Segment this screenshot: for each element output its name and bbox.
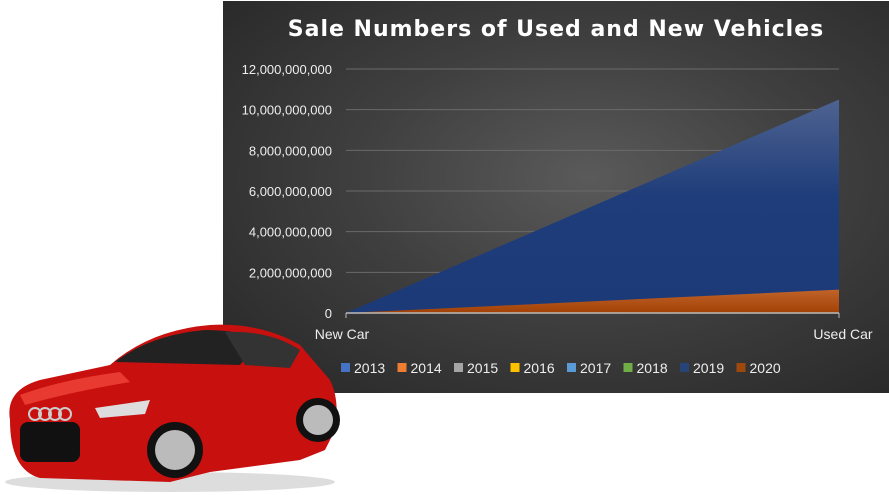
chart-container: Sale Numbers of Used and New Vehicles 0 2… xyxy=(223,1,889,393)
legend-label-2016: 2016 xyxy=(524,360,555,376)
legend-swatch-2014 xyxy=(397,363,407,372)
legend-label-2018: 2018 xyxy=(637,360,668,376)
legend-swatch-2020 xyxy=(736,363,746,372)
legend-label-2013: 2013 xyxy=(354,360,385,376)
legend-label-2019: 2019 xyxy=(693,360,724,376)
x-tick-label: New Car xyxy=(315,326,370,342)
y-tick-label: 4,000,000,000 xyxy=(249,225,332,240)
y-tick-label: 12,000,000,000 xyxy=(242,62,332,77)
legend-swatch-2016 xyxy=(510,363,520,372)
area-2020 xyxy=(346,289,839,313)
y-tick-label: 8,000,000,000 xyxy=(249,143,332,158)
chart-plot: 0 2,000,000,000 4,000,000,000 6,000,000,000… xyxy=(242,62,873,376)
legend-label-2015: 2015 xyxy=(467,360,498,376)
red-car-image xyxy=(5,324,340,492)
legend-swatch-2018 xyxy=(623,363,633,372)
legend-swatch-2019 xyxy=(680,363,689,372)
legend-label-2020: 2020 xyxy=(750,360,781,376)
legend-swatch-2015 xyxy=(454,363,463,372)
y-tick-label: 10,000,000,000 xyxy=(242,103,332,118)
legend-label-2017: 2017 xyxy=(580,360,611,376)
legend-label-2014: 2014 xyxy=(411,360,442,376)
area-2019 xyxy=(346,99,839,313)
legend-swatch-2017 xyxy=(567,363,576,372)
x-tick-label: Used Car xyxy=(813,326,872,342)
y-tick-label: 2,000,000,000 xyxy=(249,265,332,280)
y-tick-label: 6,000,000,000 xyxy=(249,184,332,199)
y-tick-label: 0 xyxy=(325,306,332,321)
chart-title: Sale Numbers of Used and New Vehicles xyxy=(287,17,825,42)
legend-swatch-2013 xyxy=(341,363,350,372)
